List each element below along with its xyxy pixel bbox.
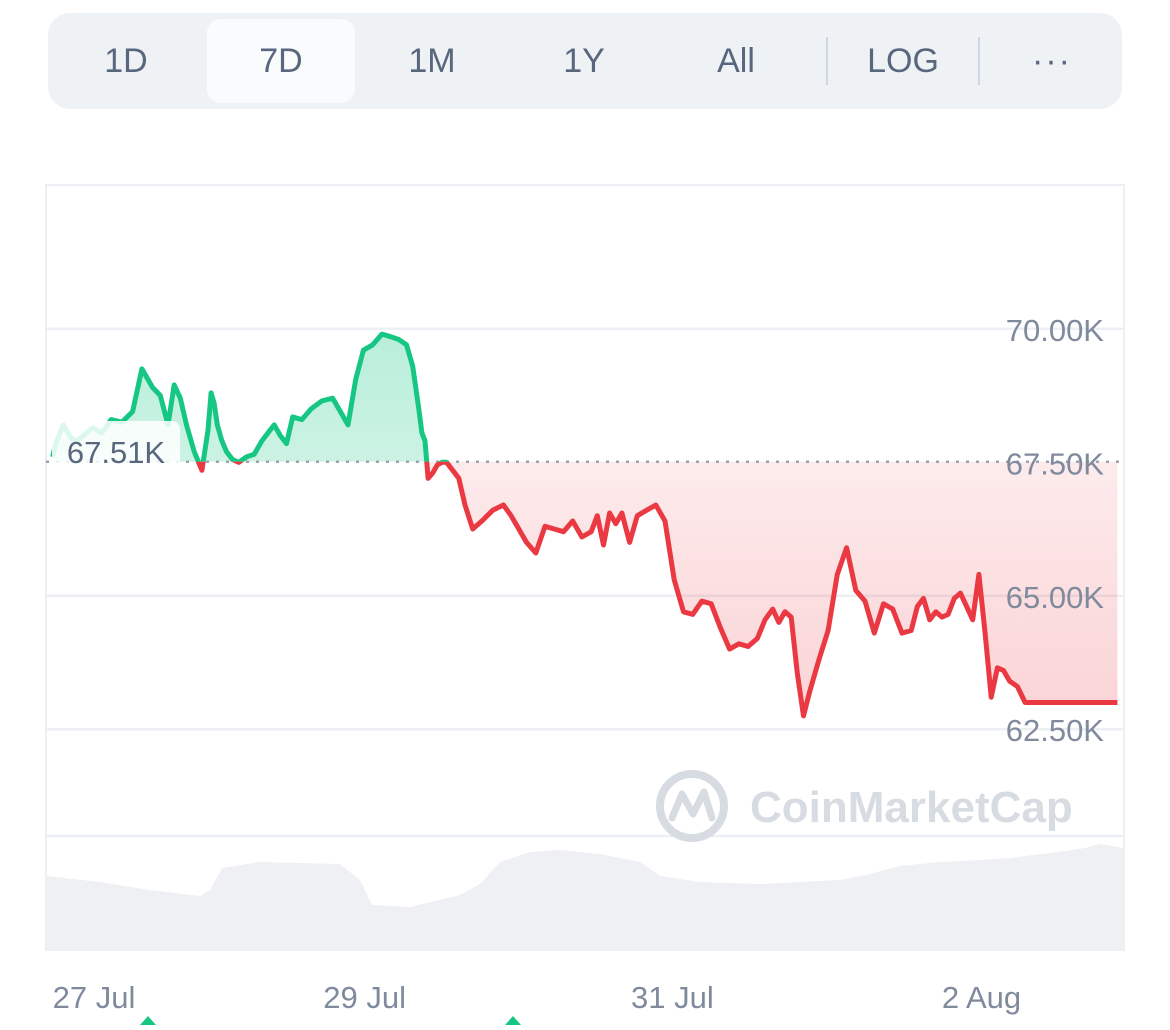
price-line-down	[195, 461, 1118, 719]
area-above-baseline	[52, 334, 1118, 462]
volume-silhouette	[46, 844, 1124, 950]
watermark-text: CoinMarketCap	[750, 783, 1073, 832]
y-tick-label: 65.00K	[1006, 580, 1105, 615]
event-marker-icon	[505, 1016, 521, 1025]
tab-all[interactable]: All	[717, 42, 755, 80]
tab-separator	[978, 37, 980, 85]
x-tick-label: 27 Jul	[53, 980, 136, 1015]
watermark: CoinMarketCap	[656, 770, 1073, 842]
price-line-up	[50, 331, 450, 462]
more-options-button[interactable]: ···	[1032, 42, 1072, 80]
price-areas	[52, 334, 1118, 716]
tab-1y[interactable]: 1Y	[563, 42, 605, 80]
tab-1m[interactable]: 1M	[408, 42, 456, 80]
tab-separator	[826, 37, 828, 85]
coinmarketcap-logo-icon	[656, 770, 728, 842]
y-tick-label: 62.50K	[1006, 713, 1105, 748]
y-axis-labels: 70.00K 67.50K 65.00K 62.50K	[1006, 313, 1105, 748]
x-tick-label: 2 Aug	[942, 980, 1021, 1015]
log-scale-toggle[interactable]: LOG	[867, 42, 939, 80]
volume-area	[46, 844, 1124, 950]
tab-1d[interactable]: 1D	[104, 42, 148, 80]
area-below-baseline	[198, 461, 1118, 716]
tab-7d[interactable]: 7D	[207, 19, 355, 103]
event-marker-icon	[140, 1016, 156, 1025]
time-range-selector: 1D 7D 1M 1Y All LOG ···	[48, 13, 1122, 109]
y-tick-label: 67.50K	[1006, 446, 1105, 481]
baseline-value-label: 67.51K	[67, 435, 166, 470]
baseline-badge-bg	[52, 421, 180, 471]
x-tick-label: 31 Jul	[631, 980, 714, 1015]
x-tick-label: 29 Jul	[323, 980, 406, 1015]
x-axis-labels: 27 Jul 29 Jul 31 Jul 2 Aug	[53, 980, 1022, 1015]
baseline-value-badge: 67.51K	[52, 421, 180, 471]
y-tick-label: 70.00K	[1006, 313, 1105, 348]
price-lines	[50, 331, 1118, 719]
coinmarketcap-logo-mark	[668, 788, 716, 822]
